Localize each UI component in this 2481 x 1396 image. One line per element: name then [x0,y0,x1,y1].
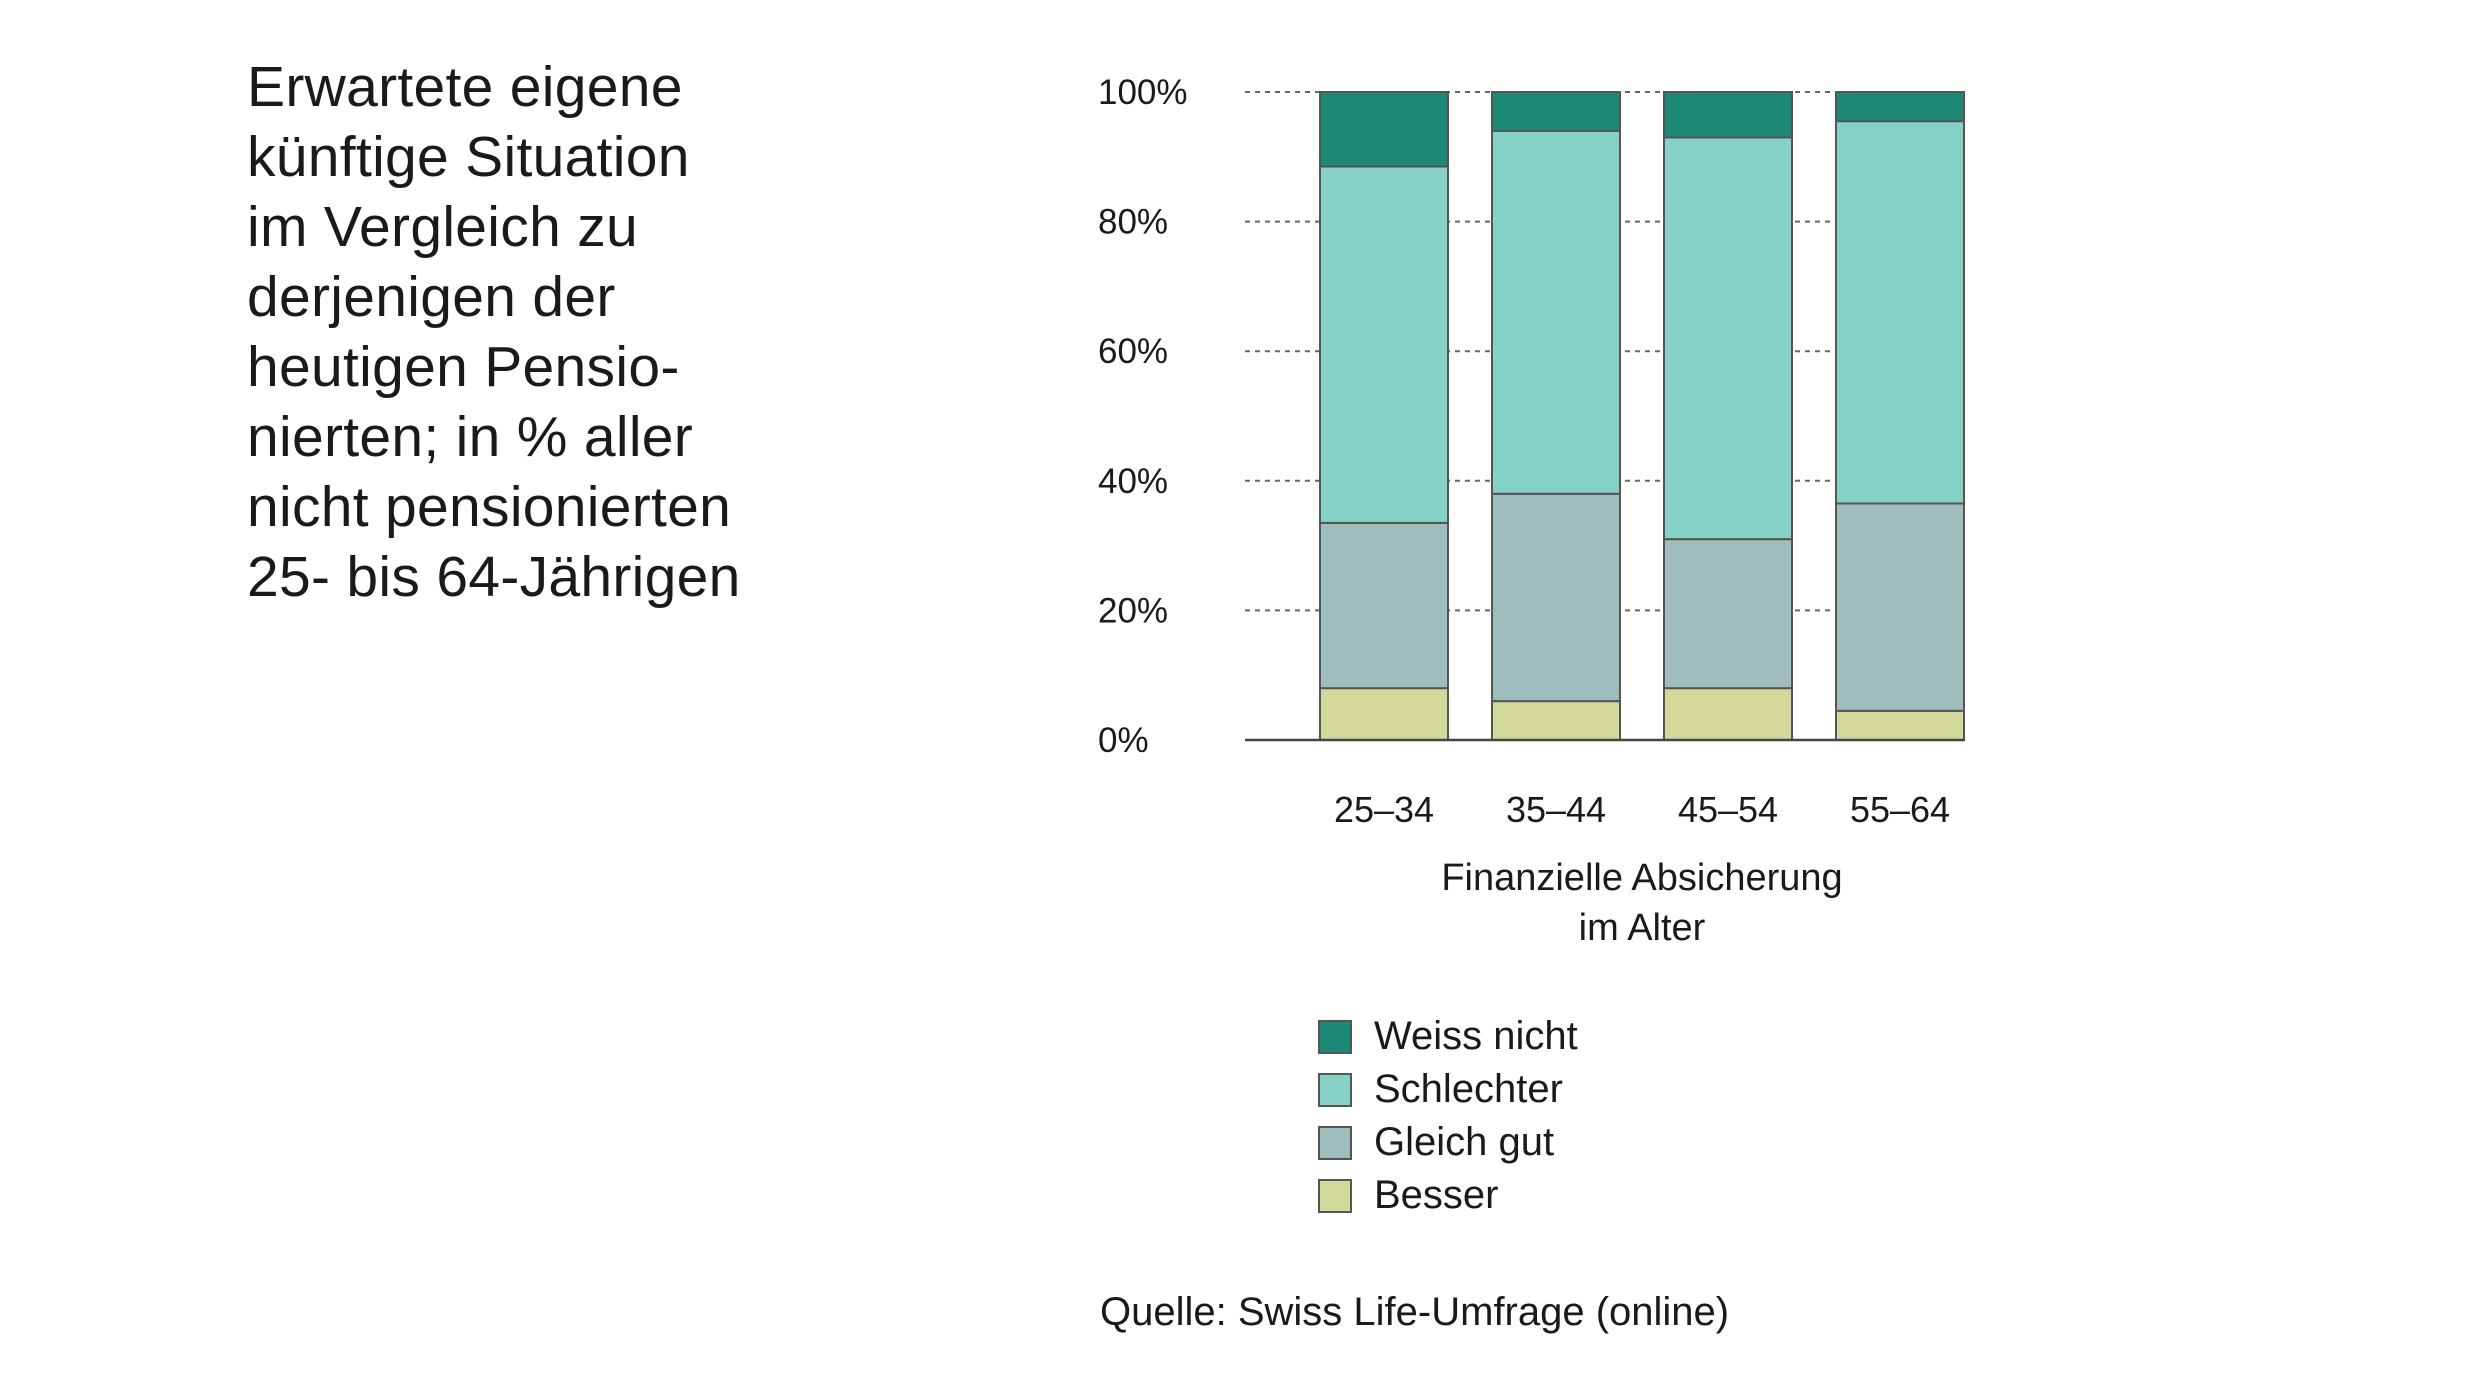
legend-swatch [1318,1019,1352,1054]
y-tick-label: 80% [1098,203,1168,242]
bar-segment-besser [1319,687,1449,741]
bar-segment-gleich-gut [1835,502,1965,712]
bar-segment-weiss-nicht [1491,91,1621,132]
bar-segment-weiss-nicht [1835,91,1965,123]
x-axis-title-line: im Alter [1579,907,1706,949]
bar-segment-gleich-gut [1319,521,1449,690]
y-tick-labels: 0% 20% 40% 60% 80% 100% [1098,73,1188,760]
bar-segment-weiss-nicht [1319,91,1449,168]
bar-segment-schlechter [1835,120,1965,505]
legend-item-weiss-nicht: Weiss nicht [1318,1010,1578,1063]
x-tick-labels: 25–34 35–44 45–54 55–64 [1334,789,1950,830]
source-note: Quelle: Swiss Life-Umfrage (online) [1100,1290,1730,1334]
legend-label: Besser [1374,1173,1499,1217]
bar-segment-besser [1491,700,1621,741]
y-tick-label: 20% [1098,591,1168,630]
legend-label: Weiss nicht [1374,1014,1578,1058]
bars [1319,91,1965,742]
y-tick-label: 100% [1098,73,1188,112]
legend-item-besser: Besser [1318,1169,1578,1222]
legend-label: Schlechter [1374,1067,1563,1111]
y-tick-label: 0% [1098,721,1149,760]
y-tick-label: 60% [1098,332,1168,371]
bar-segment-gleich-gut [1663,538,1793,690]
x-axis-title-line: Finanzielle Absicherung [1441,857,1842,899]
x-tick-label: 25–34 [1334,789,1434,830]
bar-segment-schlechter [1663,136,1793,541]
x-tick-label: 45–54 [1678,789,1778,830]
bar-segment-besser [1663,687,1793,741]
bar-segment-schlechter [1491,129,1621,495]
bar-segment-schlechter [1319,165,1449,524]
legend-item-schlechter: Schlechter [1318,1063,1578,1116]
y-tick-label: 40% [1098,462,1168,501]
legend-item-gleich-gut: Gleich gut [1318,1116,1578,1169]
legend-swatch [1318,1178,1352,1213]
x-tick-label: 55–64 [1850,789,1950,830]
legend-swatch [1318,1072,1352,1107]
legend: Weiss nicht Schlechter Gleich gut Besser [1318,1010,1578,1222]
bar-segment-gleich-gut [1491,492,1621,703]
legend-label: Gleich gut [1374,1120,1555,1164]
x-axis-title: Finanzielle Absicherung im Alter [1441,857,1842,949]
bar-segment-weiss-nicht [1663,91,1793,139]
bar-segment-besser [1835,709,1965,742]
chart-title: Erwartete eigene künftige Situation im V… [247,55,741,609]
x-tick-label: 35–44 [1506,789,1606,830]
legend-swatch [1318,1125,1352,1160]
